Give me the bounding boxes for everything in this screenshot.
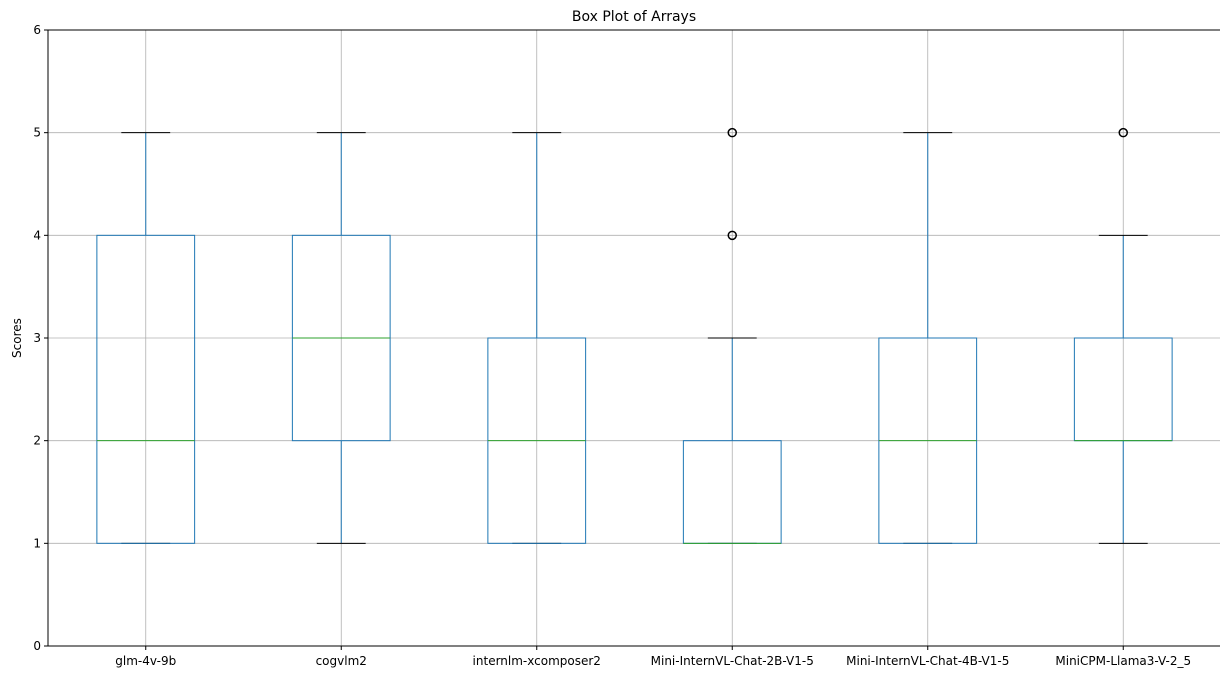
y-tick-label: 6	[33, 23, 41, 37]
x-tick-label: glm-4v-9b	[115, 654, 176, 668]
y-tick-label: 4	[33, 228, 41, 242]
y-tick-label: 5	[33, 126, 41, 140]
box-Mini-InternVL-Chat-2B-V1-5	[682, 127, 782, 544]
x-tick-label: Mini-InternVL-Chat-2B-V1-5	[651, 654, 814, 668]
y-tick-label: 2	[33, 434, 41, 448]
y-ticks-group: 0 1 2 3 4 5 6	[33, 23, 48, 653]
outlier-point	[727, 127, 737, 138]
y-axis-label: Scores	[10, 318, 24, 358]
outlier-point	[1118, 127, 1128, 138]
chart-title: Box Plot of Arrays	[572, 9, 696, 25]
box-MiniCPM-Llama3-V-2_5	[1073, 127, 1173, 544]
x-ticks-group: glm-4v-9b cogvlm2 internlm-xcomposer2 Mini-…	[115, 646, 1191, 668]
plot-frame	[47, 29, 1220, 647]
boxes-group	[96, 127, 1173, 544]
outlier-point	[727, 230, 737, 241]
y-tick-label: 1	[33, 536, 41, 550]
box-internlm-xcomposer2	[487, 132, 587, 544]
x-tick-label: Mini-InternVL-Chat-4B-V1-5	[846, 654, 1009, 668]
y-tick-label: 3	[33, 331, 41, 345]
box-glm-4v-9b	[96, 132, 196, 544]
box-rect	[96, 234, 196, 544]
x-tick-label: MiniCPM-Llama3-V-2_5	[1055, 654, 1191, 668]
x-tick-label: cogvlm2	[316, 654, 367, 668]
grid-lines	[48, 29, 1220, 647]
y-tick-label: 0	[33, 639, 41, 653]
box-Mini-InternVL-Chat-4B-V1-5	[878, 132, 978, 544]
x-tick-label: internlm-xcomposer2	[473, 654, 601, 668]
box-cogvlm2	[291, 132, 391, 544]
